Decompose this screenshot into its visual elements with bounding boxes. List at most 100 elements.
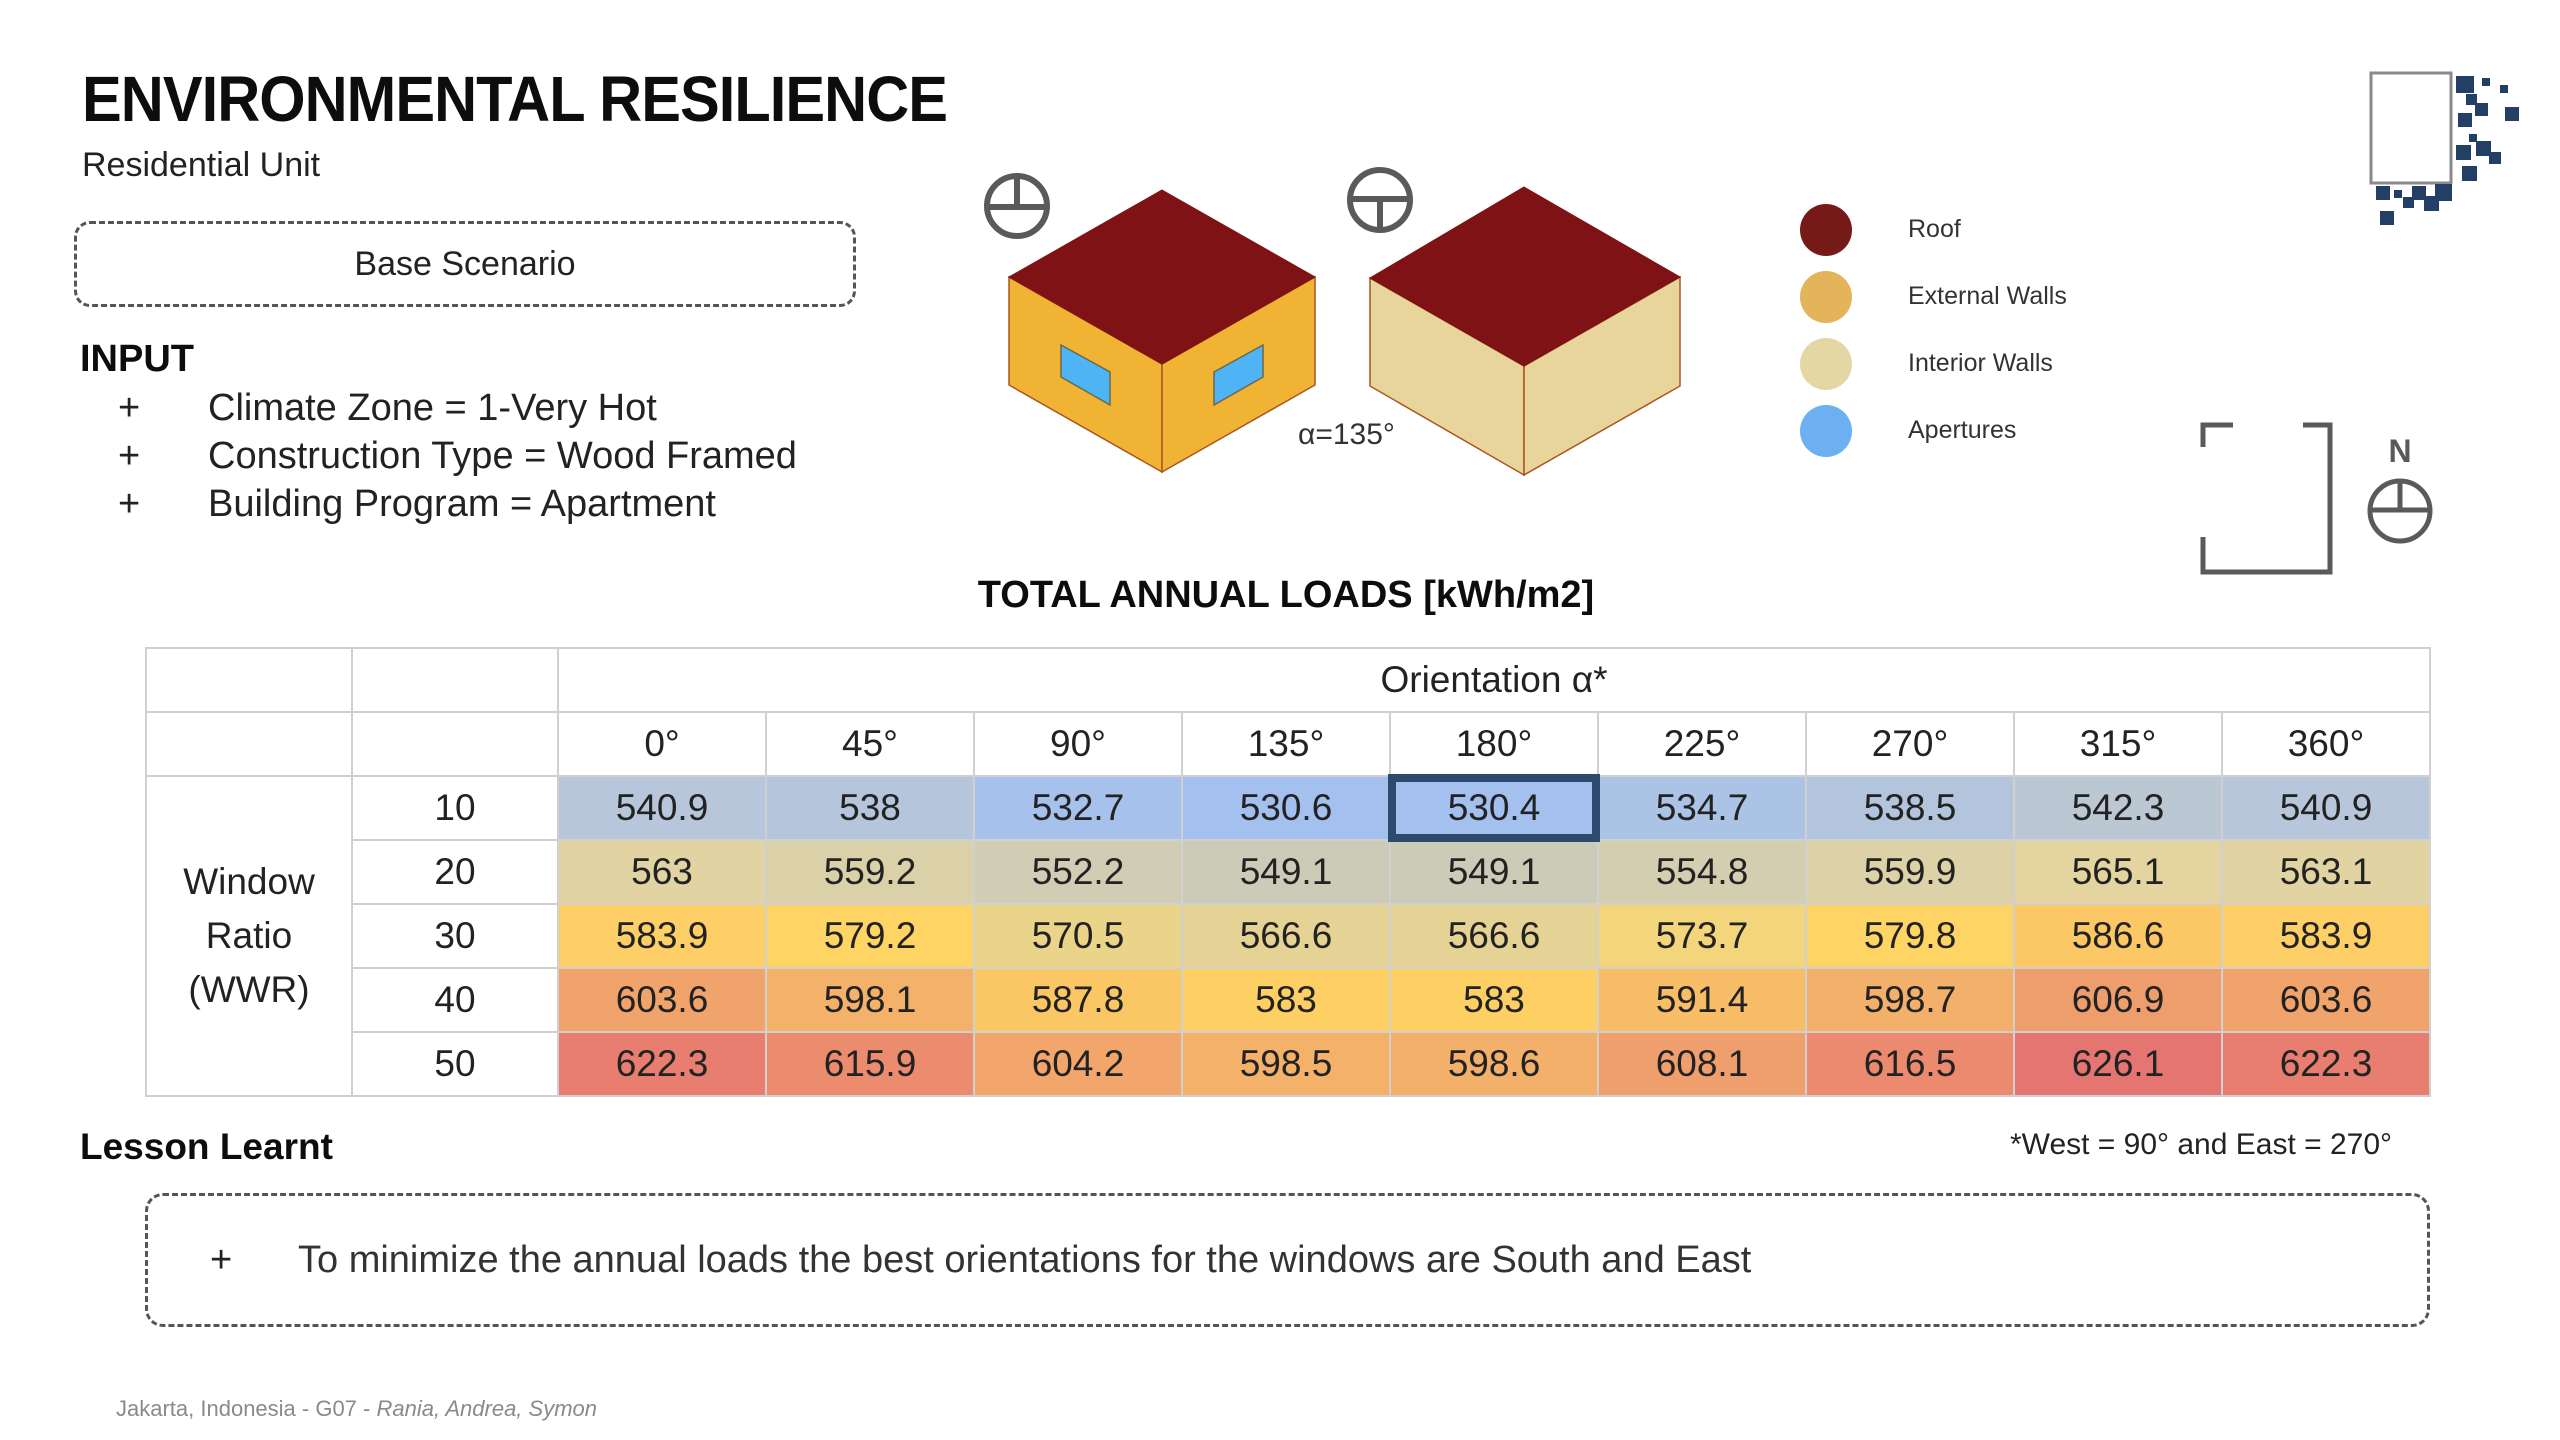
plus-icon: + bbox=[118, 483, 141, 525]
load-value-cell: 622.3 bbox=[557, 1031, 767, 1097]
table-row: 50 622.3 615.9 604.2 598.5 598.6 608.1 616.5 626… bbox=[146, 1031, 2431, 1097]
orientation-angles-row: 0° 45° 90° 135° 180° 225° 270° 315° 360° bbox=[145, 711, 2431, 777]
orientation-angle-header: 45° bbox=[765, 711, 975, 777]
wwr-value-cell: 10 bbox=[351, 775, 559, 841]
orientation-header: Orientation α* bbox=[557, 647, 2431, 713]
input-item-text: Climate Zone = 1-Very Hot bbox=[208, 387, 657, 429]
wwr-value-cell: 40 bbox=[351, 967, 559, 1033]
legend-swatch-icon bbox=[1800, 337, 1852, 390]
orientation-angle-header: 180° bbox=[1389, 711, 1599, 777]
orientation-icon-windows bbox=[984, 173, 1050, 239]
plus-icon: + bbox=[210, 1238, 233, 1281]
input-item: + Building Program = Apartment bbox=[118, 480, 797, 528]
load-value-cell: 622.3 bbox=[2221, 1031, 2431, 1097]
load-value-cell: 598.1 bbox=[765, 967, 975, 1033]
load-value-cell: 538.5 bbox=[1805, 775, 2015, 841]
scenario-box: Base Scenario bbox=[74, 221, 856, 307]
load-value-cell: 579.2 bbox=[765, 903, 975, 969]
load-value-cell: 604.2 bbox=[973, 1031, 1183, 1097]
table-row: 20 563 559.2 552.2 549.1 549.1 554.8 559.9 565.1… bbox=[146, 839, 2431, 905]
orientation-icon-rotated bbox=[1347, 167, 1413, 233]
building-interior-walls bbox=[1369, 186, 1682, 477]
load-value-cell: 583 bbox=[1181, 967, 1391, 1033]
load-value-cell: 566.6 bbox=[1181, 903, 1391, 969]
table-row: 30 583.9 579.2 570.5 566.6 566.6 573.7 579.8 586… bbox=[146, 903, 2431, 969]
wwr-row-group-label: Window Ratio (WWR) bbox=[145, 775, 353, 1097]
lesson-box: + To minimize the annual loads the best … bbox=[145, 1193, 2430, 1327]
legend-item-interior-walls: Interior Walls bbox=[1800, 330, 2067, 397]
load-value-cell: 606.9 bbox=[2013, 967, 2223, 1033]
load-value-cell: 563 bbox=[557, 839, 767, 905]
legend-item-apertures: Apertures bbox=[1800, 397, 2067, 464]
legend-item-roof: Roof bbox=[1800, 196, 2067, 263]
legend-swatch-icon bbox=[1800, 203, 1852, 256]
load-value-cell: 616.5 bbox=[1805, 1031, 2015, 1097]
load-value-cell: 552.2 bbox=[973, 839, 1183, 905]
orientation-angle-header: 0° bbox=[557, 711, 767, 777]
wwr-label-line: Ratio bbox=[205, 915, 293, 956]
wwr-label-line: (WWR) bbox=[188, 969, 310, 1010]
load-value-cell: 570.5 bbox=[973, 903, 1183, 969]
load-value-cell: 538 bbox=[765, 775, 975, 841]
load-value-cell: 540.9 bbox=[2221, 775, 2431, 841]
table-header-row: Orientation α* bbox=[145, 647, 2431, 713]
load-value-cell: 591.4 bbox=[1597, 967, 1807, 1033]
plan-outline-icon bbox=[2200, 422, 2333, 575]
load-value-cell: 573.7 bbox=[1597, 903, 1807, 969]
legend-swatch-icon bbox=[1800, 404, 1852, 457]
orientation-angle-header: 225° bbox=[1597, 711, 1807, 777]
orientation-angle-header: 360° bbox=[2221, 711, 2431, 777]
roof-face bbox=[1369, 186, 1682, 367]
orientation-angle-header: 315° bbox=[2013, 711, 2223, 777]
load-value-cell: 615.9 bbox=[765, 1031, 975, 1097]
load-value-cell: 542.3 bbox=[2013, 775, 2223, 841]
empty-header-cell bbox=[145, 647, 353, 713]
load-value-cell: 608.1 bbox=[1597, 1031, 1807, 1097]
load-value-cell: 583.9 bbox=[2221, 903, 2431, 969]
footer-location: Jakarta, Indonesia - G07 - bbox=[116, 1396, 377, 1421]
window-left bbox=[1060, 343, 1111, 407]
orientation-angle-label: α=135° bbox=[1298, 418, 1395, 451]
page-title: ENVIRONMENTAL RESILIENCE bbox=[82, 63, 948, 135]
plus-icon: + bbox=[118, 387, 141, 429]
table-title: TOTAL ANNUAL LOADS [kWh/m2] bbox=[977, 574, 1595, 616]
logo-icon bbox=[2369, 71, 2519, 225]
load-value-cell: 534.7 bbox=[1597, 775, 1807, 841]
load-value-cell: 583 bbox=[1389, 967, 1599, 1033]
roof-face bbox=[1007, 189, 1317, 365]
orientation-angle-header: 135° bbox=[1181, 711, 1391, 777]
wwr-value-cell: 20 bbox=[351, 839, 559, 905]
empty-header-cell bbox=[351, 647, 559, 713]
annual-loads-table: Orientation α* 0° 45° 90° 135° 180° 225° 270° 3… bbox=[145, 647, 2431, 1097]
load-value-cell-highlighted: 530.4 bbox=[1388, 774, 1600, 842]
legend: Roof External Walls Interior Walls Apert… bbox=[1800, 196, 2067, 464]
north-compass-icon bbox=[2367, 478, 2433, 544]
load-value-cell: 549.1 bbox=[1181, 839, 1391, 905]
empty-header-cell bbox=[351, 711, 559, 777]
input-item: + Climate Zone = 1-Very Hot bbox=[118, 384, 797, 432]
load-value-cell: 626.1 bbox=[2013, 1031, 2223, 1097]
footer-authors: Rania, Andrea, Symon bbox=[376, 1396, 597, 1421]
table-row: Window Ratio (WWR) 10 540.9 538 532.7 530.6 530.… bbox=[145, 774, 2431, 1097]
load-value-cell: 598.7 bbox=[1805, 967, 2015, 1033]
table-row: 40 603.6 598.1 587.8 583 583 591.4 598.7 606.9 60… bbox=[146, 967, 2431, 1033]
wwr-value-cell: 30 bbox=[351, 903, 559, 969]
load-value-cell: 554.8 bbox=[1597, 839, 1807, 905]
load-value-cell: 579.8 bbox=[1805, 903, 2015, 969]
load-value-cell: 540.9 bbox=[557, 775, 767, 841]
window-right bbox=[1213, 343, 1264, 407]
load-value-cell: 598.6 bbox=[1389, 1031, 1599, 1097]
orientation-angle-header: 90° bbox=[973, 711, 1183, 777]
legend-label: Apertures bbox=[1908, 416, 2017, 444]
legend-label: Interior Walls bbox=[1908, 349, 2053, 377]
legend-item-external-walls: External Walls bbox=[1800, 263, 2067, 330]
load-value-cell: 603.6 bbox=[557, 967, 767, 1033]
load-value-cell: 603.6 bbox=[2221, 967, 2431, 1033]
north-label: N bbox=[2388, 433, 2411, 469]
building-external-walls bbox=[1007, 189, 1317, 474]
load-value-cell: 530.6 bbox=[1181, 775, 1391, 841]
input-item-text: Building Program = Apartment bbox=[208, 483, 716, 525]
load-value-cell: 598.5 bbox=[1181, 1031, 1391, 1097]
load-value-cell: 559.9 bbox=[1805, 839, 2015, 905]
table-footnote: *West = 90° and East = 270° bbox=[2010, 1128, 2393, 1161]
